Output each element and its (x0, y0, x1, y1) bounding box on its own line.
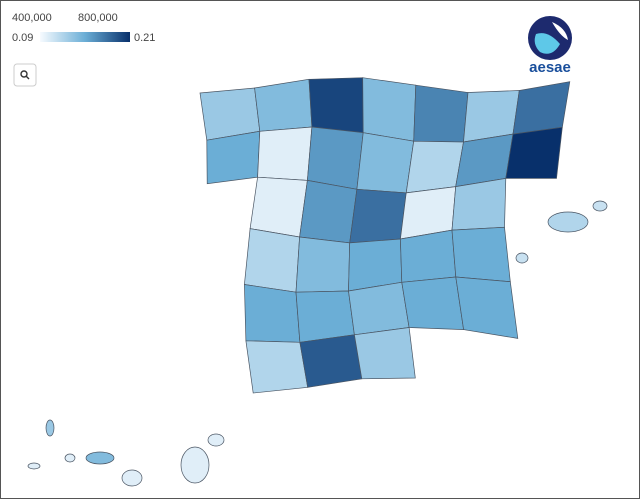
province (413, 84, 469, 143)
province (295, 290, 355, 343)
province (244, 284, 301, 343)
island (547, 211, 589, 233)
province (356, 132, 415, 194)
colorbar (40, 32, 130, 42)
island (27, 462, 41, 470)
top-tick-label: 800,000 (78, 12, 118, 24)
province (400, 229, 457, 283)
island (45, 419, 55, 437)
island (85, 451, 115, 465)
province (249, 176, 308, 238)
island (180, 446, 210, 484)
province (353, 327, 416, 380)
province (199, 87, 261, 141)
island (121, 469, 143, 487)
province (362, 77, 417, 142)
province (308, 77, 364, 134)
colorbar-max-label: 0.21 (134, 32, 155, 44)
colorbar-min-label: 0.09 (12, 32, 33, 44)
province (348, 238, 403, 292)
island (592, 200, 608, 212)
search-button[interactable] (13, 63, 37, 87)
province (206, 130, 261, 185)
province (451, 226, 511, 283)
province (307, 126, 364, 190)
province (299, 179, 358, 244)
province (348, 281, 410, 336)
top-tick-label: 400,000 (12, 12, 52, 24)
province (244, 228, 300, 293)
province (299, 334, 363, 388)
island (207, 433, 225, 447)
logo-mark (528, 16, 572, 60)
province (451, 177, 507, 231)
province (405, 140, 464, 194)
province (257, 126, 313, 181)
island (515, 252, 529, 264)
province (349, 188, 407, 244)
island (64, 453, 76, 463)
province (401, 276, 465, 330)
province (295, 236, 351, 293)
province (455, 276, 519, 339)
province (245, 340, 309, 394)
province (254, 78, 313, 132)
province (505, 126, 563, 179)
logo-text: aesae (529, 59, 571, 76)
